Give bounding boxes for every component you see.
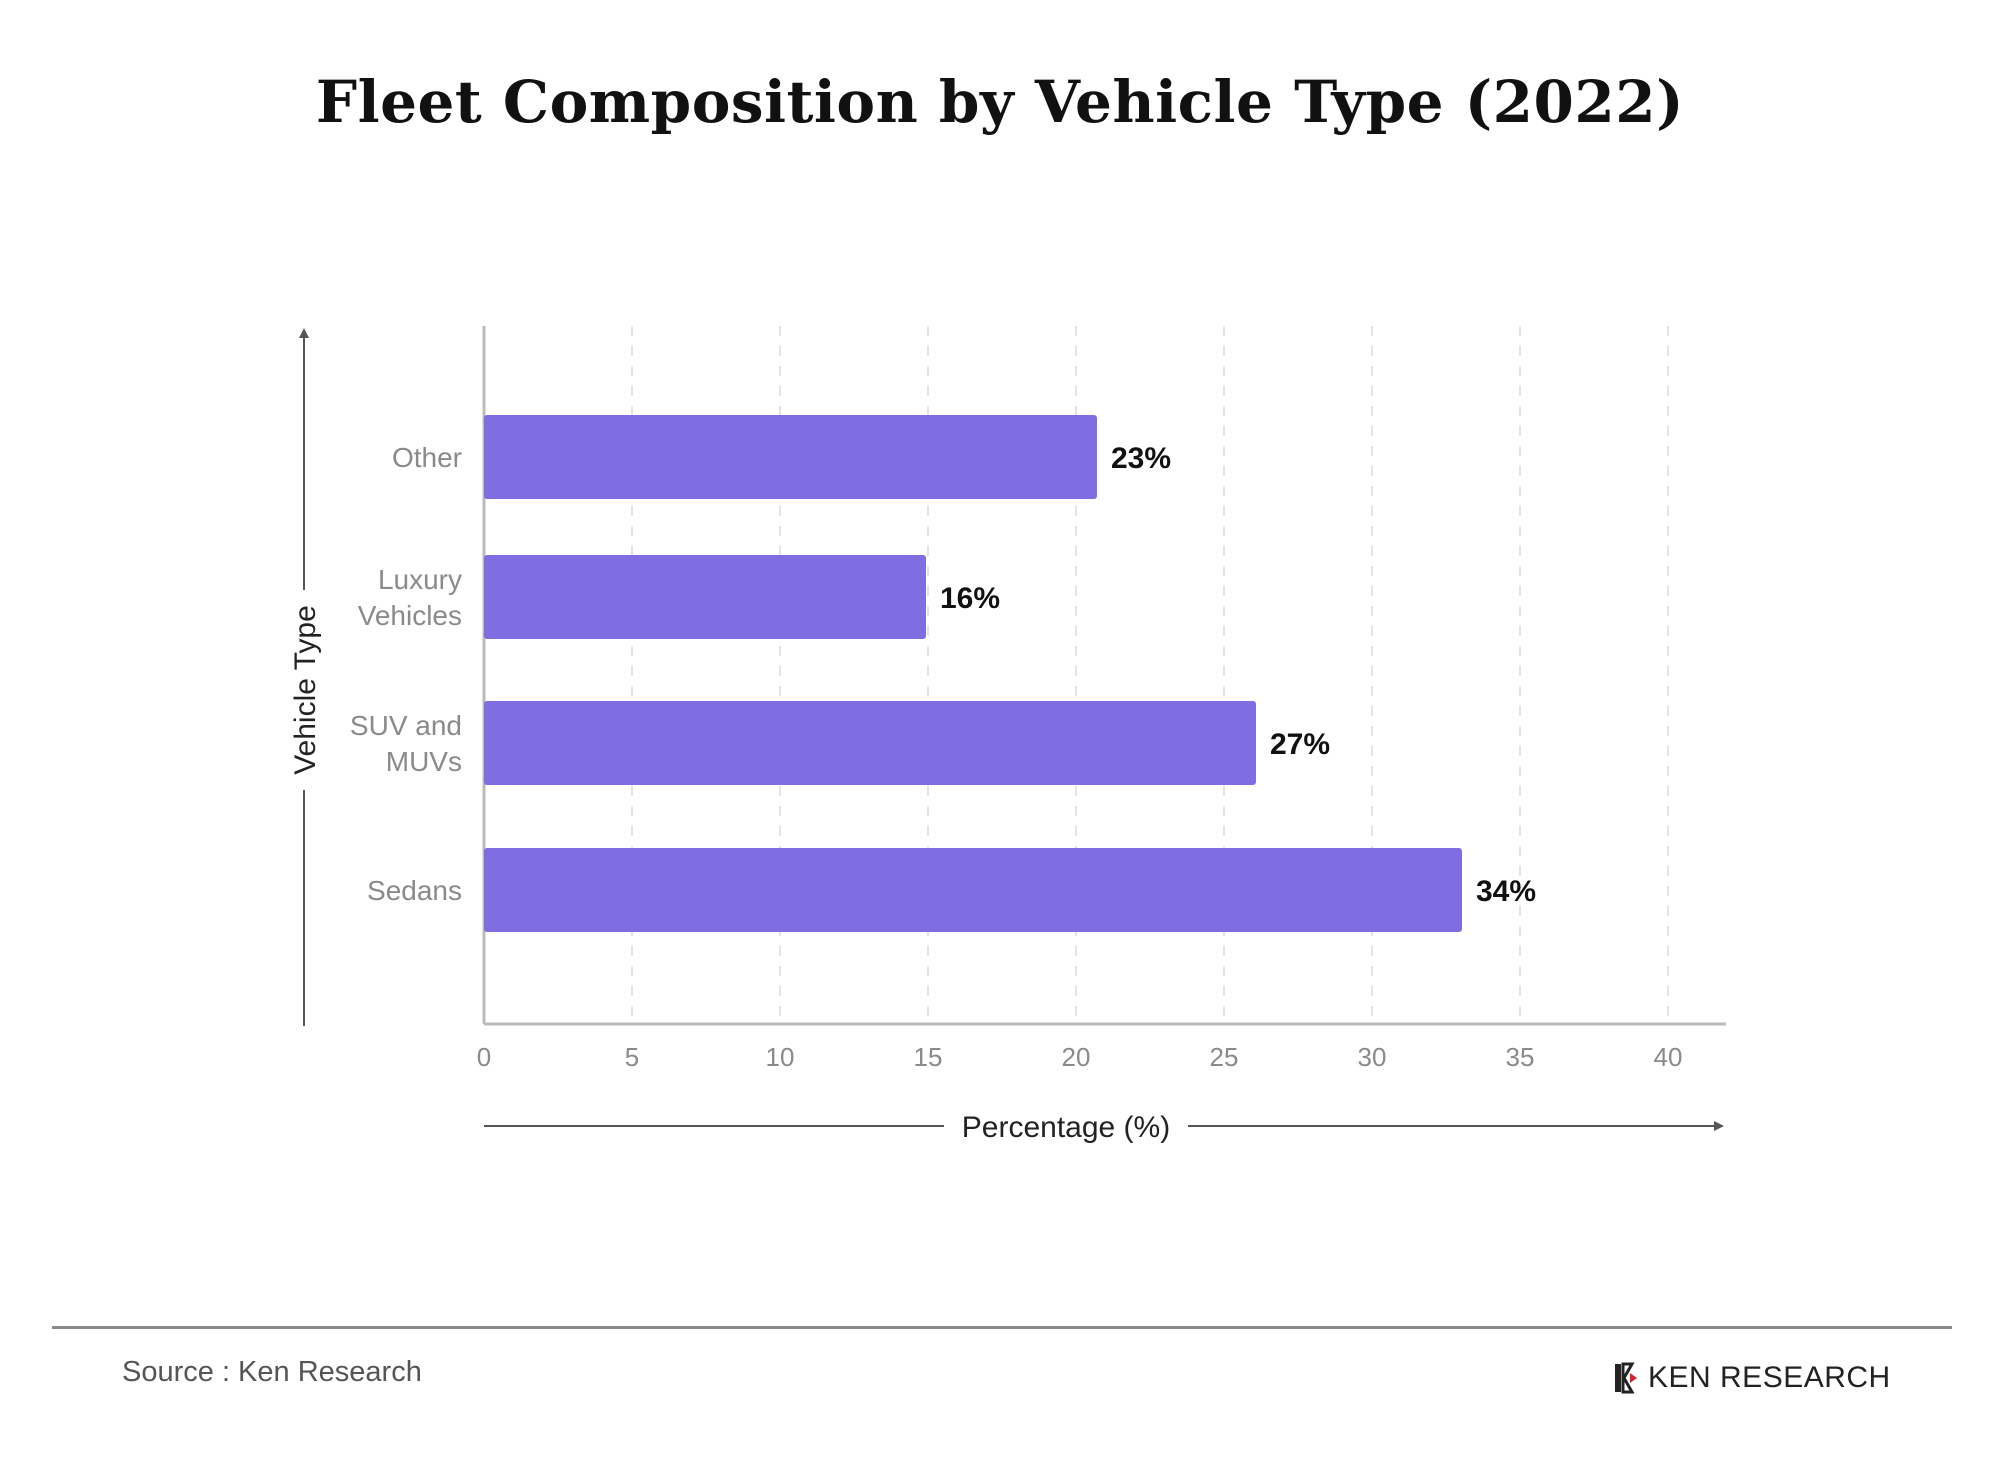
x-tick-label: 20 [1062, 1042, 1091, 1072]
category-label: Vehicles [358, 600, 462, 631]
value-label: 16% [940, 582, 1000, 615]
category-label: Luxury [378, 564, 462, 595]
bar [484, 701, 1256, 785]
x-tick-label: 35 [1506, 1042, 1535, 1072]
logo-text: KEN RESEARCH [1648, 1361, 1891, 1394]
x-tick-label: 30 [1358, 1042, 1387, 1072]
category-label: Other [392, 442, 462, 473]
value-label: 34% [1476, 875, 1536, 908]
ken-research-logo: KEN RESEARCH [1612, 1360, 1891, 1396]
category-label: MUVs [386, 746, 462, 777]
category-label: Sedans [367, 875, 462, 906]
bar-chart: 0 5 10 15 20 25 30 35 40 23% 16% 27% 34% Other Luxury V… [289, 326, 1726, 1144]
footer-divider [52, 1326, 1952, 1329]
x-tick-label: 0 [477, 1042, 491, 1072]
value-label: 27% [1270, 728, 1330, 761]
value-label: 23% [1111, 442, 1171, 475]
y-axis-title: Vehicle Type [289, 605, 322, 775]
ken-research-logo-icon [1615, 1362, 1637, 1394]
x-tick-label: 40 [1654, 1042, 1683, 1072]
x-axis-title: Percentage (%) [962, 1111, 1170, 1144]
bar [484, 555, 926, 639]
x-tick-label: 15 [914, 1042, 943, 1072]
bar [484, 415, 1097, 499]
category-label: SUV and [350, 710, 462, 741]
source-note: Source : Ken Research [122, 1356, 422, 1388]
x-tick-label: 10 [766, 1042, 795, 1072]
bar [484, 848, 1462, 932]
x-tick-label: 5 [625, 1042, 639, 1072]
chart-title: Fleet Composition by Vehicle Type (2022) [315, 68, 1685, 136]
x-tick-label: 25 [1210, 1042, 1239, 1072]
